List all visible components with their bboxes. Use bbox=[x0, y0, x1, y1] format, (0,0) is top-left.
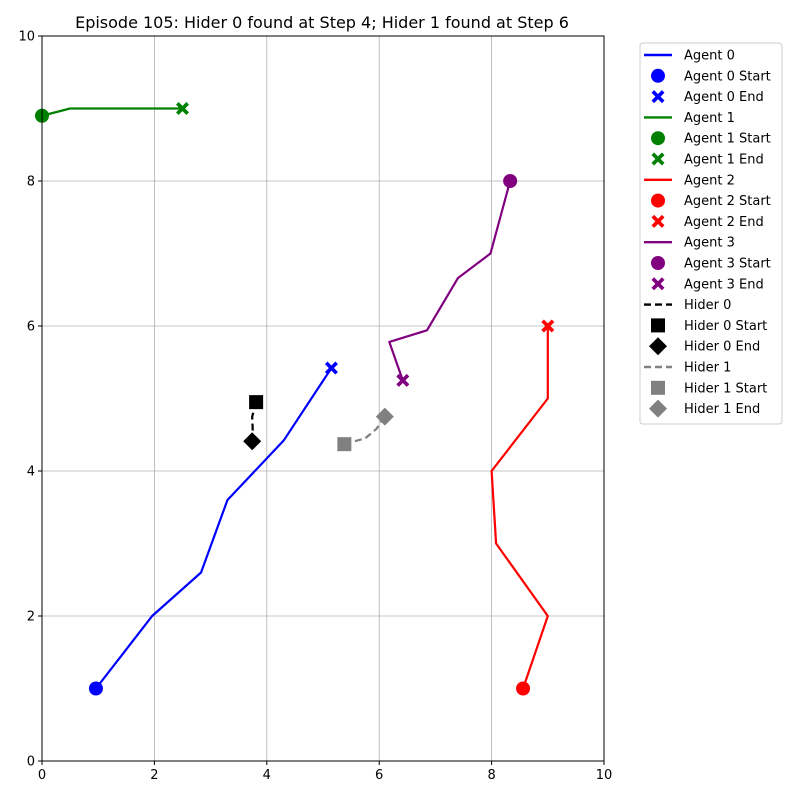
legend-agent-3-line-label: Agent 3 bbox=[684, 236, 735, 251]
x-tick-label: 8 bbox=[487, 768, 495, 783]
legend-agent-3-end-label: Agent 3 End bbox=[684, 277, 764, 292]
agent-3-series bbox=[388, 174, 518, 387]
legend-agent-2-line-label: Agent 2 bbox=[684, 173, 735, 188]
legend-agent-0-end-label: Agent 0 End bbox=[684, 90, 764, 105]
agent-2-path bbox=[490, 324, 549, 690]
y-tick-label: 4 bbox=[27, 465, 35, 480]
x-tick-label: 2 bbox=[150, 768, 158, 783]
agent-0-start-marker bbox=[88, 681, 103, 696]
hider-0-start-marker bbox=[249, 395, 264, 410]
agent-2-start-marker bbox=[516, 681, 531, 696]
legend: Agent 0 Agent 0 Start Agent 0 End Agent 1 Ag… bbox=[639, 42, 783, 425]
legend-agent-2-end-label: Agent 2 End bbox=[684, 215, 764, 230]
hider-0-end-marker bbox=[243, 432, 262, 451]
agent-0-end-marker bbox=[324, 361, 338, 375]
agent-0-path bbox=[94, 366, 333, 690]
hider-1-start-marker bbox=[337, 437, 352, 452]
agent-3-end-marker bbox=[396, 373, 410, 387]
y-tick-label: 2 bbox=[27, 610, 35, 625]
legend-hider-0-end-swatch bbox=[649, 337, 667, 356]
y-tick-label: 10 bbox=[18, 30, 35, 45]
legend-agent-2-start-label: Agent 2 Start bbox=[684, 194, 771, 209]
legend-agent-1-start-swatch bbox=[651, 131, 665, 146]
legend-hider-0-start-swatch bbox=[651, 318, 665, 333]
x-tick-label: 6 bbox=[375, 768, 383, 783]
legend-agent-3-start-label: Agent 3 Start bbox=[684, 257, 771, 272]
legend-agent-1-end-swatch bbox=[651, 152, 665, 166]
hider-1-path bbox=[344, 416, 386, 446]
legend-hider-1-start-label: Hider 1 Start bbox=[684, 381, 767, 396]
legend-hider-1-end-label: Hider 1 End bbox=[684, 402, 760, 417]
legend-hider-1-end-swatch bbox=[649, 399, 667, 418]
chart-title: Episode 105: Hider 0 found at Step 4; Hi… bbox=[75, 13, 569, 32]
legend-hider-1-start-swatch bbox=[651, 380, 665, 395]
x-tick-label: 0 bbox=[38, 768, 46, 783]
agent-0-series bbox=[88, 361, 338, 696]
hider-0-series bbox=[243, 395, 264, 451]
legend-agent-0-end-swatch bbox=[651, 90, 665, 104]
series-layer bbox=[35, 102, 555, 696]
legend-agent-3-end-swatch bbox=[651, 277, 665, 291]
legend-agent-0-start-label: Agent 0 Start bbox=[684, 69, 771, 84]
legend-hider-0-line-label: Hider 0 bbox=[684, 298, 731, 313]
legend-hider-0-start-label: Hider 0 Start bbox=[684, 319, 767, 334]
x-tick-label: 10 bbox=[596, 768, 613, 783]
legend-agent-2-start-swatch bbox=[651, 193, 665, 208]
legend-agent-2-end-swatch bbox=[651, 214, 665, 228]
agent-2-series bbox=[490, 319, 555, 696]
y-tick-label: 8 bbox=[27, 175, 35, 190]
agent-1-path bbox=[40, 107, 184, 117]
legend-hider-1-line-label: Hider 1 bbox=[684, 361, 731, 376]
legend-agent-3-start-swatch bbox=[651, 256, 665, 270]
legend-agent-1-start-label: Agent 1 Start bbox=[684, 132, 771, 147]
legend-box bbox=[639, 42, 783, 425]
y-tick-label: 6 bbox=[27, 320, 35, 335]
agent-3-path bbox=[388, 179, 512, 382]
x-tick-label: 4 bbox=[263, 768, 271, 783]
legend-hider-0-end-label: Hider 0 End bbox=[684, 340, 760, 355]
legend-agent-1-line-label: Agent 1 bbox=[684, 111, 735, 126]
legend-agent-1-end-label: Agent 1 End bbox=[684, 153, 764, 168]
hider-1-series bbox=[337, 407, 394, 452]
legend-agent-0-line-label: Agent 0 bbox=[684, 49, 735, 64]
axis-ticks: 0 2 4 6 8 10 0 2 4 6 8 10 bbox=[18, 30, 612, 784]
legend-agent-0-start-swatch bbox=[651, 68, 665, 83]
agent-2-end-marker bbox=[541, 319, 555, 333]
agent-1-end-marker bbox=[176, 102, 189, 115]
hider-1-end-marker bbox=[375, 407, 394, 426]
agent-3-start-marker bbox=[503, 174, 518, 188]
plot-frame bbox=[41, 35, 605, 762]
y-tick-label: 0 bbox=[27, 755, 35, 770]
